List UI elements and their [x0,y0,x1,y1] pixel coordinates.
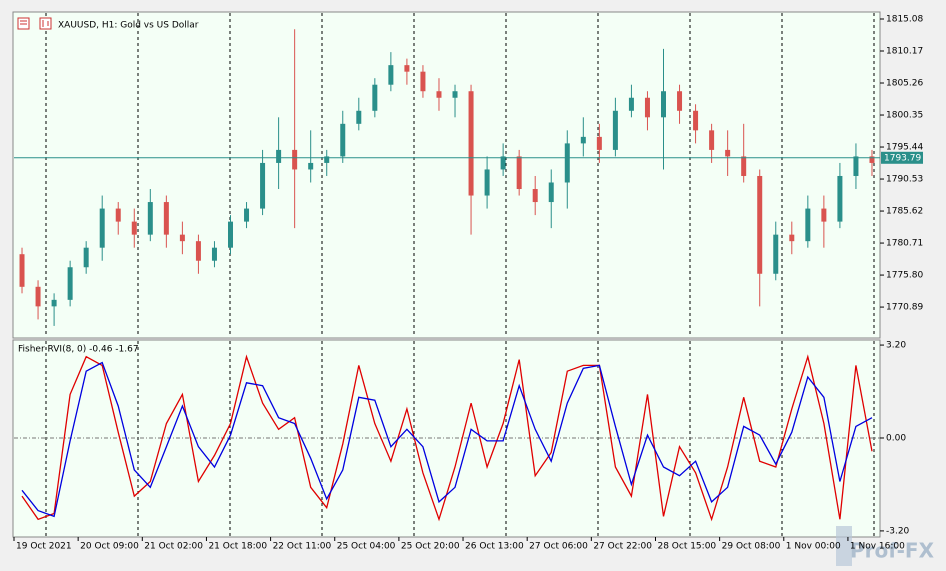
candle-body [805,208,811,242]
x-tick-label: 21 Oct 18:00 [208,542,267,552]
candle-body [548,182,554,203]
candle-body [244,208,250,222]
chart-title: XAUUSD, H1: Gold vs US Dollar [58,21,199,31]
candle-body [388,65,394,85]
candle-body [564,143,570,183]
x-tick-label: 21 Oct 02:00 [144,542,203,552]
x-tick-label: 1 Nov 16:00 [850,542,905,552]
candle-body [131,221,137,235]
candle-body [99,208,105,248]
candle-body [725,149,731,157]
candle-body [484,169,490,196]
candle-body [19,254,25,287]
candle-body [276,149,282,163]
candle-body [789,234,795,242]
candle-body [436,91,442,98]
x-tick-label: 19 Oct 2021 [16,542,72,552]
candle-body [612,110,618,150]
indicator-panel [12,339,881,538]
indicator-line [21,354,873,522]
candle-body [516,156,522,190]
candle-body [869,156,875,163]
candle-body [837,175,843,222]
x-tick-label: 25 Oct 04:00 [337,542,396,552]
candle-body [420,71,426,92]
candle-body [35,286,41,307]
y-tick-label: 1775.80 [886,271,923,281]
watermark: Prof-FX [836,526,935,566]
x-tick-label: 28 Oct 15:00 [657,542,716,552]
candle-body [821,208,827,222]
candle-body [115,208,121,222]
candle-body [677,91,683,111]
candle-body [179,234,185,242]
y-tick-label: 1795.44 [886,143,923,153]
symbol-icons [17,17,52,30]
candle-body [452,91,458,98]
candle-body [500,156,506,170]
candle-body [372,84,378,111]
indicator-title: Fisher RVI(8, 0) -0.46 -1.67 [18,345,139,355]
candle-body [340,123,346,157]
y-tick-label: 1790.53 [886,175,923,185]
candle-body [596,136,602,150]
candle-body [308,162,314,170]
candle-body [628,97,634,111]
y-tick-label: 1785.62 [886,207,923,217]
candle-body [195,241,201,261]
candle-body [67,267,73,300]
x-tick-label: 1 Nov 00:00 [786,542,841,552]
candle-body [644,97,650,118]
candle-body [741,156,747,176]
y-tick-label: 3.20 [886,341,906,351]
x-tick-label: 29 Oct 08:00 [722,542,781,552]
candle-body [324,156,330,163]
candle-body [211,247,217,261]
y-tick-label: 1810.17 [886,47,923,57]
candle-body [580,136,586,144]
x-tick-label: 25 Oct 20:00 [401,542,460,552]
candle-body [709,130,715,150]
current-price-box [881,151,923,164]
candle-body [147,202,153,235]
candle-body [532,189,538,203]
y-tick-label: 0.00 [886,433,906,443]
candle-body [228,221,233,248]
x-tick-label: 27 Oct 06:00 [529,542,588,552]
x-tick-label: 26 Oct 13:00 [465,542,524,552]
indicator-line [21,361,873,518]
candle-body [404,65,410,72]
y-tick-label: -3.20 [886,526,910,536]
price-panel [12,11,881,339]
y-tick-label: 1800.35 [886,111,923,121]
candle-body [757,175,763,274]
y-tick-label: 1770.89 [886,303,923,313]
candle-body [468,91,474,196]
x-tick-label: 20 Oct 09:00 [80,542,139,552]
candle-body [773,234,779,274]
candle-body [260,162,266,209]
x-tick-label: 27 Oct 22:00 [593,542,652,552]
candle-body [356,110,362,124]
watermark-text: Prof-FX [850,539,935,563]
candle-body [163,202,169,235]
candle-body [51,299,57,307]
y-tick-label: 1805.26 [886,79,923,89]
candle-body [292,149,298,170]
candle-body [83,247,89,268]
watermark-logo [836,526,852,566]
y-tick-label: 1815.08 [886,14,923,24]
icon [39,17,52,30]
candle-body [661,91,666,118]
current-price-label: 1793.79 [884,153,921,163]
x-tick-label: 22 Oct 11:00 [273,542,332,552]
candle-body [853,156,859,176]
candle-body [693,110,699,131]
y-tick-label: 1780.71 [886,239,923,249]
